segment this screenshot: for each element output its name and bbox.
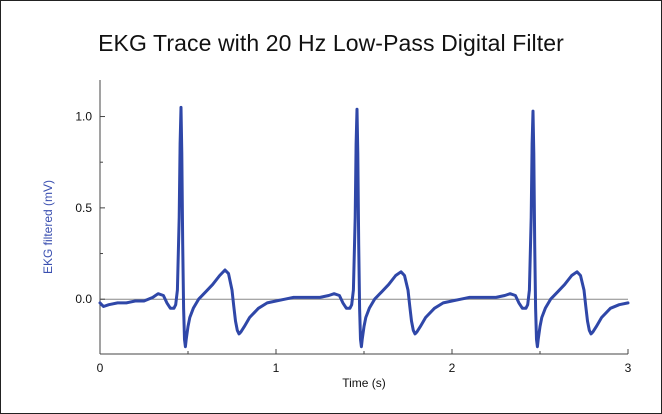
x-tick-label: 1 (273, 361, 280, 375)
axes-layer: 0 1 2 3 0.0 0.5 1.0 (75, 80, 632, 375)
x-tick-label: 2 (449, 361, 456, 375)
x-axis-title: Time (s) (342, 376, 386, 390)
y-tick-label: 1.0 (75, 110, 92, 124)
ekg-trace-line (98, 105, 630, 349)
chart-title: EKG Trace with 20 Hz Low-Pass Digital Fi… (98, 30, 564, 56)
y-tick-label: 0.5 (75, 201, 92, 215)
x-tick-label: 3 (625, 361, 632, 375)
y-axis-title: EKG filtered (mV) (41, 180, 55, 274)
y-tick-label: 0.0 (75, 292, 92, 306)
series-layer (98, 105, 630, 349)
x-tick-label: 0 (97, 361, 104, 375)
